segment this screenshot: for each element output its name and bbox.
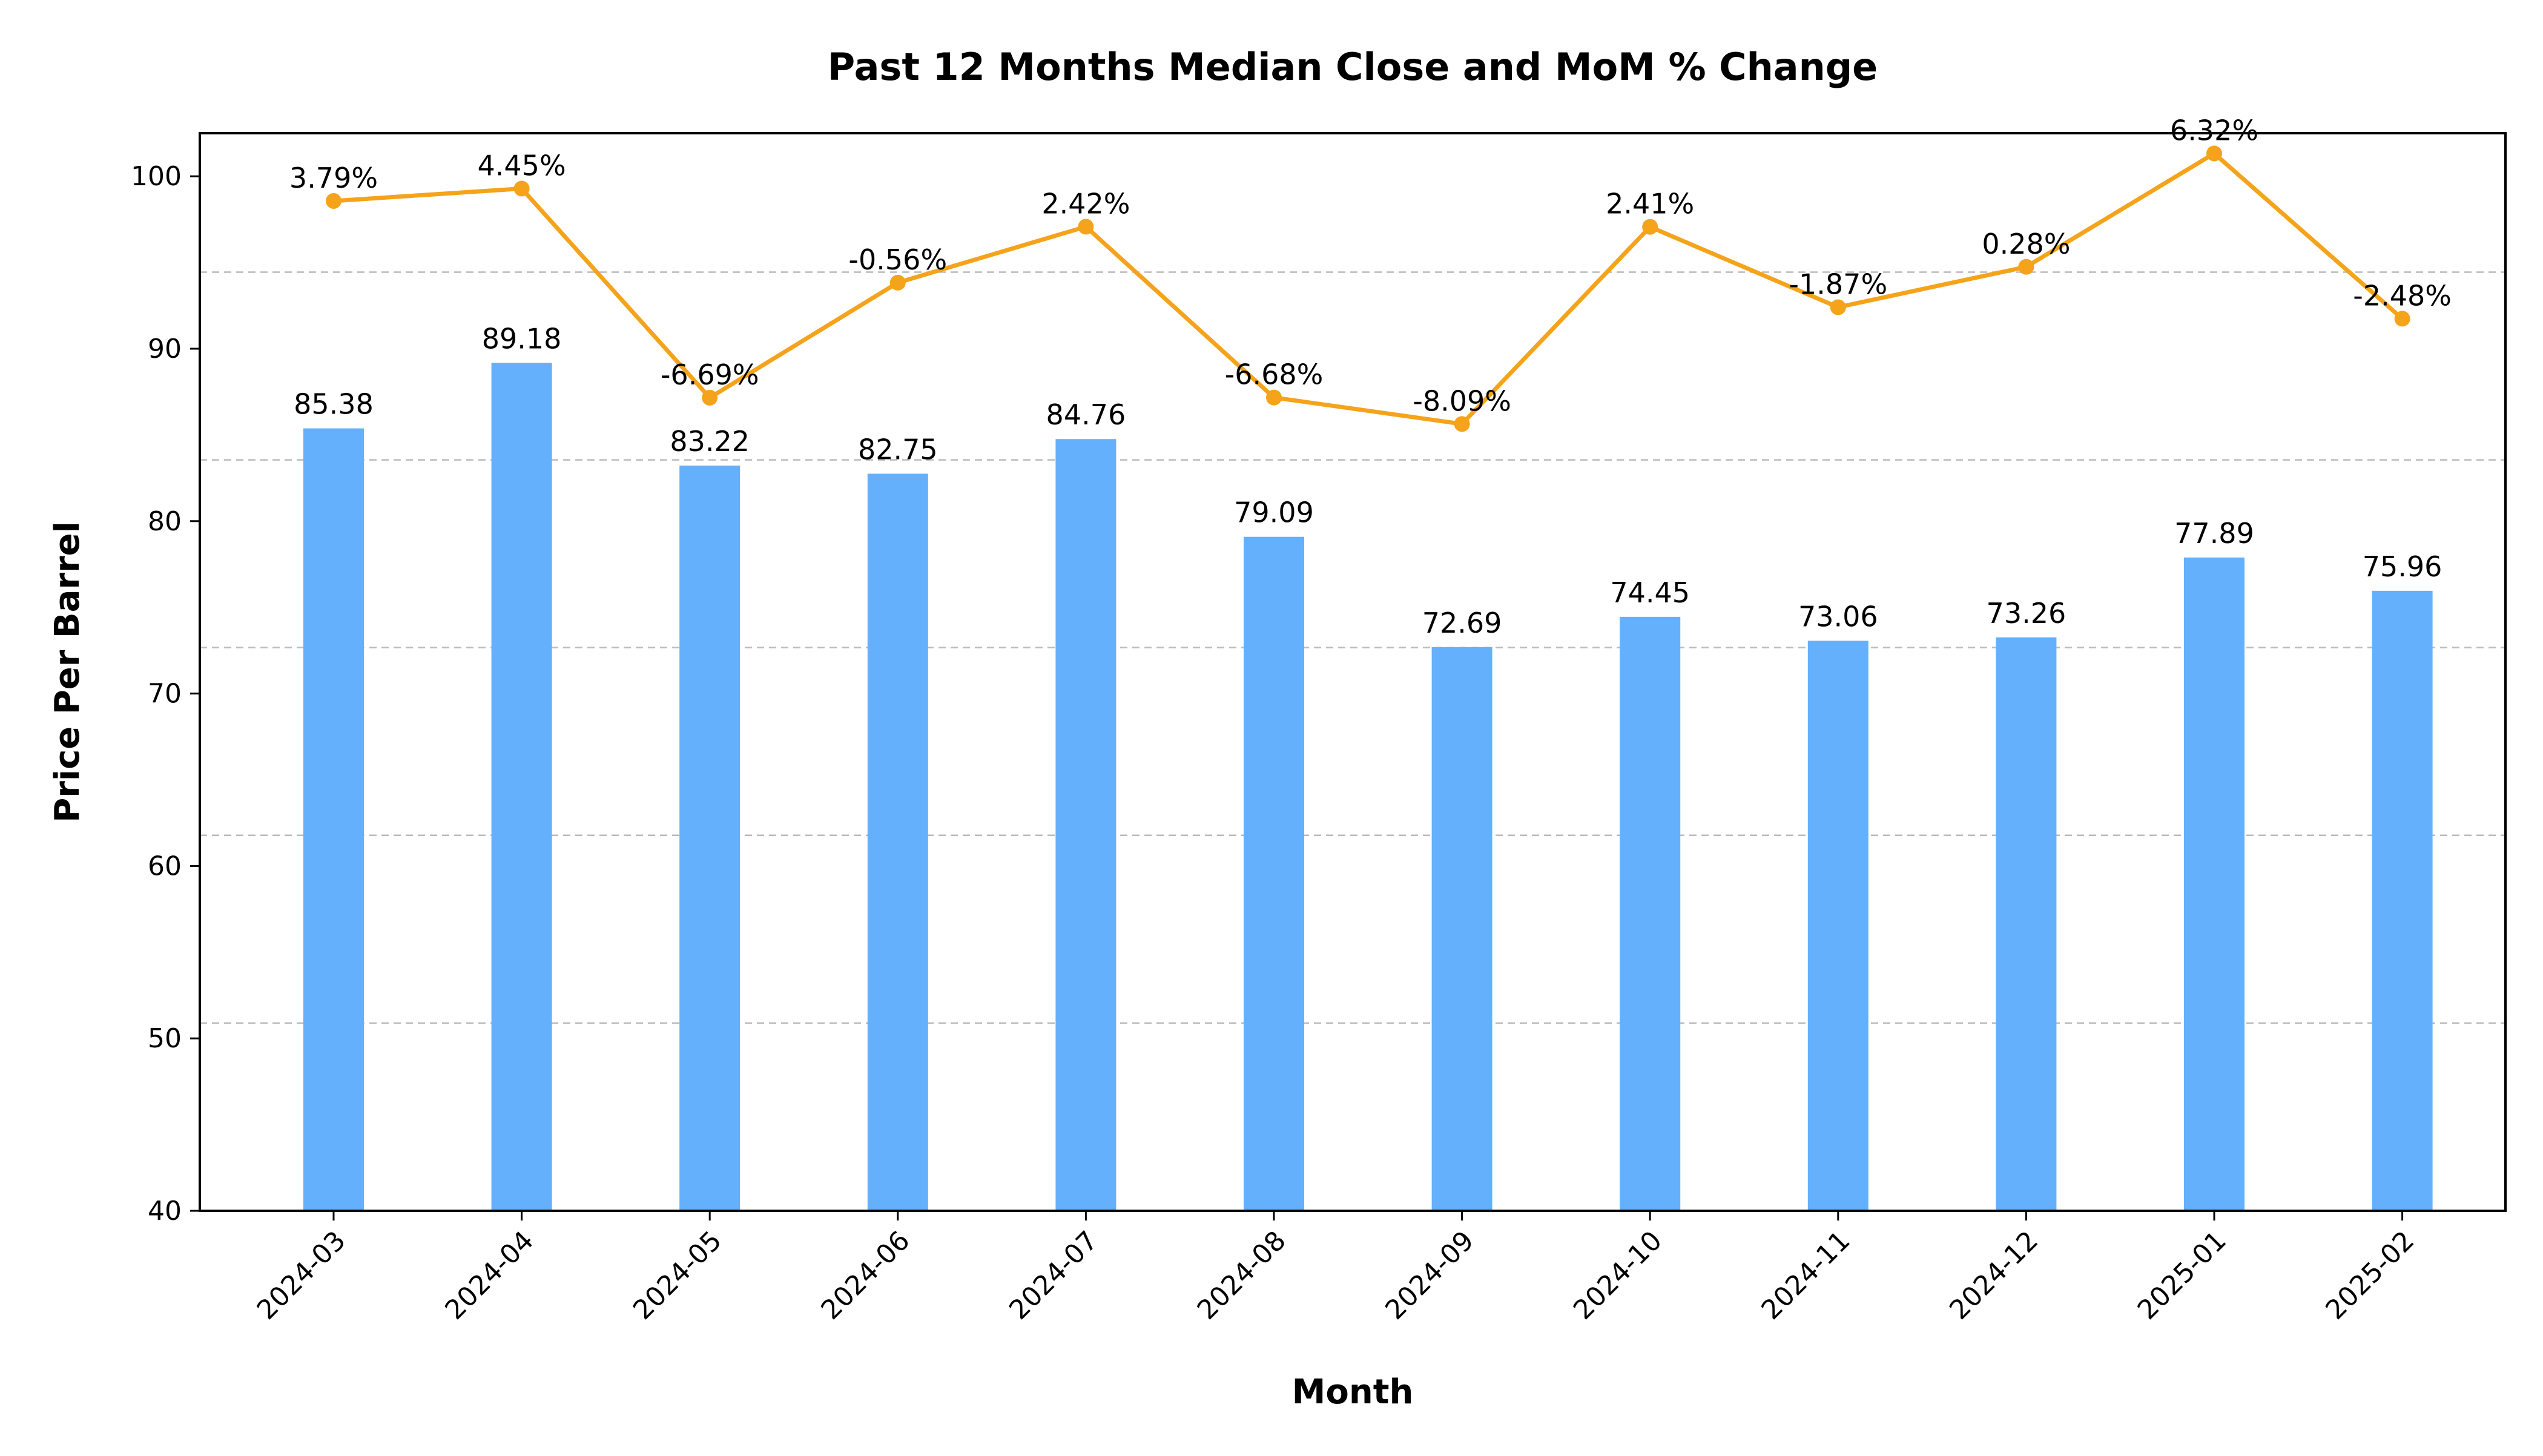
chart-title: Past 12 Months Median Close and MoM % Ch… [828, 45, 1878, 89]
mom-change-label: 0.28% [1982, 228, 2070, 260]
bar-value-label: 85.38 [294, 388, 374, 421]
x-tick-label: 2024-03 [251, 1225, 352, 1326]
mom-change-point [1830, 299, 1846, 315]
bar [1244, 536, 1304, 1211]
mom-change-label: 4.45% [478, 149, 566, 182]
y-axis-label: Price Per Barrel [48, 521, 87, 823]
mom-change-point [1266, 389, 1282, 406]
plot-frame [199, 132, 2507, 1212]
mom-change-point [2394, 311, 2410, 327]
bar-value-label: 73.06 [1798, 600, 1878, 633]
x-tick-label: 2024-05 [627, 1225, 728, 1326]
x-tick-label: 2024-06 [816, 1225, 916, 1326]
bar-value-label: 72.69 [1422, 607, 1502, 639]
bar-value-label: 75.96 [2363, 550, 2442, 583]
y-tick-label: 50 [148, 1023, 182, 1054]
bar [2184, 557, 2245, 1211]
mom-change-point [1454, 416, 1470, 432]
mom-change-label: -0.56% [848, 243, 947, 276]
x-tick-label: 2024-12 [1944, 1225, 2044, 1326]
mom-change-point [2206, 145, 2222, 162]
grid-layer [200, 271, 2505, 1024]
mom-change-label: 2.42% [1041, 187, 1130, 220]
y-tick-label: 40 [148, 1196, 182, 1227]
bar [1807, 641, 1868, 1211]
mom-change-label: 3.79% [289, 162, 378, 194]
bar-value-label: 82.75 [858, 433, 938, 466]
mom-change-line [333, 151, 2404, 426]
mom-change-point [702, 389, 718, 406]
mom-change-point [889, 274, 906, 291]
mom-change-label: 2.41% [1606, 188, 1694, 220]
mom-change-point [1078, 219, 1094, 235]
bar [303, 428, 364, 1211]
bar-value-label: 73.26 [1987, 597, 2066, 630]
mom-change-label: -1.87% [1789, 268, 1887, 300]
mom-change-label: -6.69% [661, 358, 759, 391]
bar [2372, 590, 2433, 1211]
mom-change-point [2018, 259, 2034, 275]
y-tick-label: 70 [148, 679, 182, 710]
x-tick-label: 2024-09 [1379, 1225, 1480, 1326]
bar [1620, 616, 1681, 1211]
x-tick-label: 2024-11 [1756, 1225, 1856, 1326]
bar [867, 473, 928, 1211]
bar [679, 466, 740, 1211]
mom-change-point [1642, 219, 1658, 235]
x-tick-label: 2024-07 [1003, 1225, 1104, 1326]
bar [1055, 439, 1116, 1211]
bar-value-label: 84.76 [1046, 398, 1126, 431]
bar [1431, 647, 1492, 1211]
x-tick-label: 2025-02 [2320, 1225, 2420, 1326]
mom-change-label: -6.68% [1225, 358, 1324, 391]
mom-change-label: -8.09% [1413, 384, 1511, 417]
x-axis-label: Month [1292, 1372, 1414, 1412]
mom-change-label: -2.48% [2353, 279, 2452, 312]
bar-value-label: 79.09 [1234, 496, 1314, 529]
bar-value-label: 89.18 [482, 322, 562, 355]
x-tick-label: 2024-04 [439, 1225, 539, 1326]
bar-value-label: 74.45 [1610, 576, 1690, 609]
bar-value-label: 77.89 [2174, 517, 2254, 550]
y-tick-label: 60 [148, 851, 182, 881]
bar-value-label: 83.22 [670, 425, 750, 458]
bar-layer [303, 363, 2433, 1211]
y-tick-label: 90 [148, 334, 182, 364]
bar [1996, 637, 2057, 1211]
x-tick-label: 2025-01 [2132, 1225, 2232, 1326]
x-tick-label: 2024-08 [1192, 1225, 1292, 1326]
bar [491, 363, 552, 1211]
x-tick-label: 2024-10 [1568, 1225, 1668, 1326]
y-tick-label: 100 [131, 161, 182, 192]
line-layer [326, 145, 2410, 432]
label-layer: 85.38 89.18 83.22 82.75 84.76 79.09 72.69 74.45… [289, 114, 2452, 639]
y-tick-label: 80 [148, 506, 182, 537]
mom-change-point [326, 193, 341, 209]
mom-change-point [513, 180, 530, 197]
mom-change-label: 6.32% [2170, 114, 2258, 147]
